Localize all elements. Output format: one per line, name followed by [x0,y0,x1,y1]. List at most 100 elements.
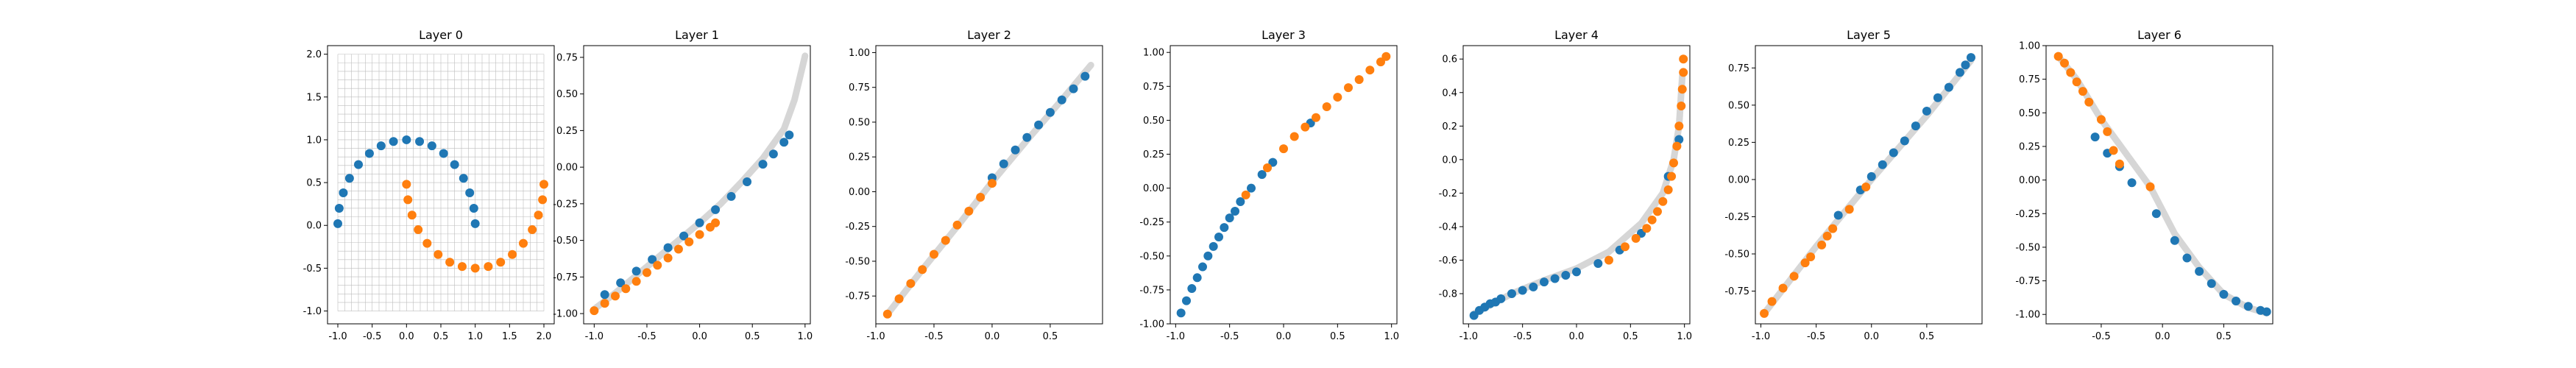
data-point [1911,121,1920,131]
y-tick-label: 0.00 [556,163,578,174]
data-point [1828,224,1838,233]
panel-title: Layer 3 [1262,28,1306,42]
series-class-b [2053,52,2155,191]
data-point [339,188,348,198]
data-point [1263,163,1272,172]
x-tick-label: 1.0 [797,331,813,342]
axes-frame [2045,45,2274,325]
data-point [1760,308,1769,318]
y-tick-label: -1.00 [2015,310,2040,321]
data-point [600,299,609,308]
data-point [929,250,938,259]
series-class-a [1833,53,1975,220]
data-point [1376,57,1385,67]
data-point [484,262,493,272]
panel-title: Layer 4 [1554,28,1599,42]
data-point [469,203,478,213]
data-point [1529,282,1538,291]
panel-layer-4: -1.0 -0.5 0.0 0.5 1.0 -0.8 -0.6 -0.4 -0.2 0.0 0.2 0… [1439,28,1692,342]
y-tick-label: 0.25 [849,152,870,163]
data-point [1806,252,1816,262]
data-point [334,203,344,213]
data-point [2262,307,2271,316]
data-point [2195,266,2204,276]
data-point [1203,251,1213,261]
panel-title: Layer 1 [675,28,719,42]
y-tick-label: -0.4 [1439,222,1457,233]
series-class-b [1760,183,1871,318]
x-tick-label: 0.5 [1043,331,1058,342]
x-tick-label: 0.0 [1864,331,1879,342]
x-tick-label: 1.0 [467,331,483,342]
data-point [1198,262,1207,272]
panel-title: Layer 6 [2137,28,2182,42]
data-point [711,205,721,214]
x-tick-label: 0.0 [399,331,414,342]
data-point [1080,71,1090,81]
data-point [648,255,657,264]
y-tick-label: 1.0 [306,135,322,146]
data-point [695,218,704,227]
x-tick-label: 2.0 [537,331,552,342]
y-tick-label: 0.75 [556,52,578,63]
y-tick-label: 0.25 [1728,138,1749,149]
data-point [631,266,641,276]
data-point [1540,277,1549,287]
y-tick-label: -0.25 [553,199,578,210]
data-point [1354,75,1364,85]
data-point [2127,178,2137,188]
data-point [539,180,548,189]
x-tick-label: -1.0 [1459,331,1478,342]
data-point [684,237,694,247]
data-point [534,210,543,220]
y-tick-label: 1.5 [306,92,322,103]
data-point [1642,224,1652,233]
x-tick-label: -0.5 [637,331,656,342]
y-tick-label: -0.75 [845,291,870,302]
data-point [1507,289,1516,299]
y-tick-label: -0.50 [1724,249,1749,260]
axes-frame [1755,45,1983,325]
data-point [344,174,354,183]
y-tick-label: -0.25 [845,222,870,233]
series-class-a [1469,135,1684,320]
data-point [663,253,673,263]
data-point [2072,77,2081,87]
y-tick-label: -0.75 [2015,276,2040,287]
data-point [1034,120,1044,130]
y-tick-label: 1.00 [849,48,870,59]
data-point [1789,272,1799,281]
data-point [1672,141,1682,151]
data-point [779,138,789,147]
panel-layer-6: -0.5 0.0 0.5 -1.00 -0.75 -0.50 -0.25 0.00 0.25 0.… [2015,28,2274,342]
data-point [631,277,641,286]
data-point [427,141,436,151]
data-point [2084,97,2094,107]
data-point [2078,87,2087,96]
series-class-b [1604,54,1688,265]
data-point [422,238,432,248]
data-point [2243,302,2253,311]
data-point [1679,54,1688,64]
data-point [508,250,517,259]
data-point [1933,93,1942,102]
y-tick-label: 1.00 [1143,48,1164,59]
y-tick-label: 2.0 [306,49,322,60]
y-tick-label: 0.50 [1143,116,1164,127]
data-point [1844,205,1854,214]
data-point [918,265,927,275]
data-point [333,219,342,228]
data-point [653,261,662,270]
y-tick-label: 0.4 [1442,88,1457,99]
data-point [439,149,448,158]
data-point [1220,223,1229,233]
x-tick-label: 0.5 [1623,331,1638,342]
data-point [663,243,673,252]
data-point [1674,135,1684,144]
data-point [457,262,467,272]
data-point [1658,197,1668,206]
data-point [364,149,374,158]
data-point [1822,231,1832,241]
data-point [389,137,398,146]
